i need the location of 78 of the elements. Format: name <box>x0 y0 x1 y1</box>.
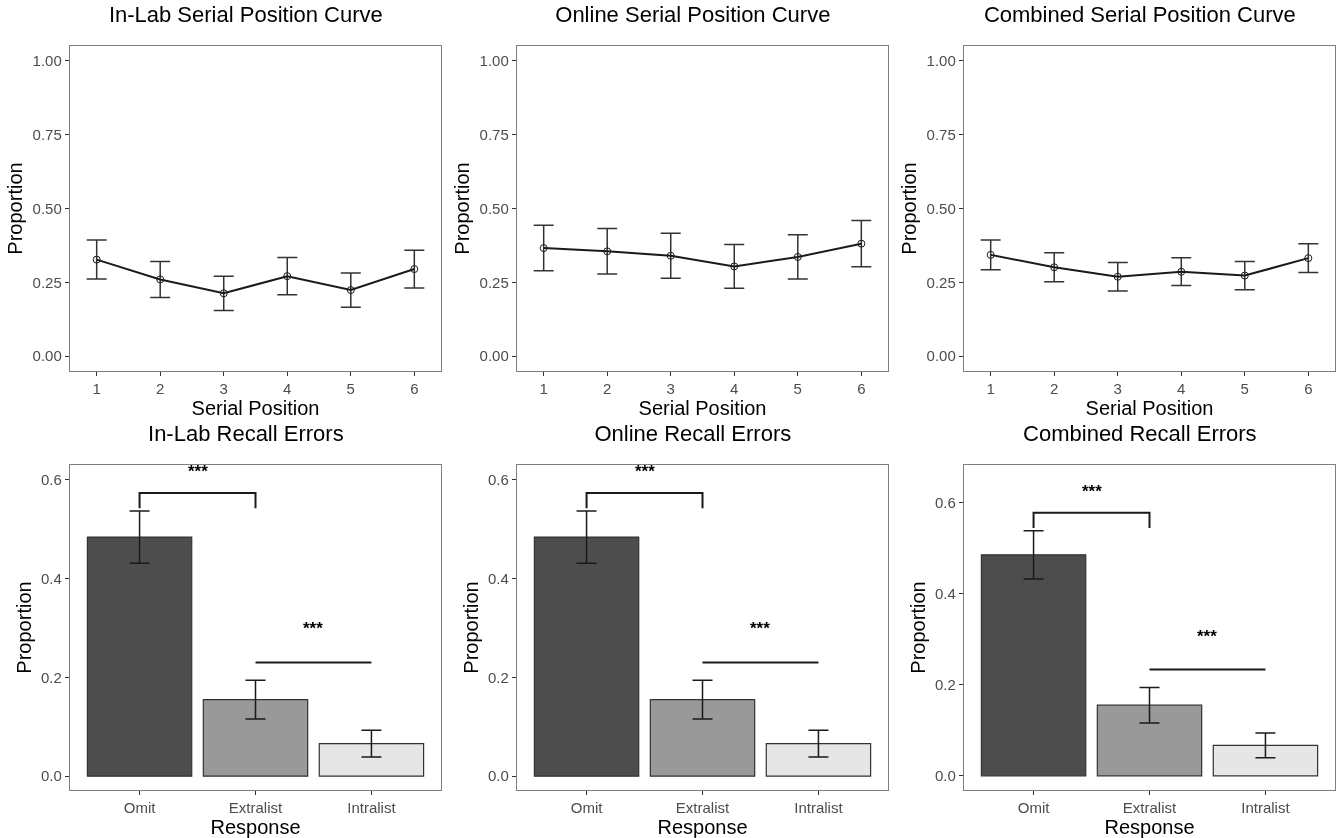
x-tick-label: 6 <box>410 380 419 398</box>
y-tick-label: 1.00 <box>926 52 956 70</box>
y-axis-title: Proportion <box>906 581 929 674</box>
x-tick-label: 1 <box>986 380 995 398</box>
y-axis-title: Proportion <box>12 581 35 674</box>
y-tick-label: 0.4 <box>934 584 956 602</box>
y-tick-label: 0.2 <box>934 675 956 693</box>
x-tick-label: 4 <box>283 380 292 398</box>
chart-title: Combined Serial Position Curve <box>983 1 1296 27</box>
y-tick-label: 0.25 <box>32 273 62 291</box>
x-tick-label: Omit <box>123 799 157 817</box>
y-tick-label: 0.75 <box>479 125 509 143</box>
x-axis-title: Response <box>657 816 748 838</box>
x-tick-label: Extralist <box>675 799 730 817</box>
x-tick-label: Intralist <box>347 799 397 817</box>
x-axis-title: Response <box>210 816 301 838</box>
chart-title: In-Lab Recall Errors <box>148 420 344 446</box>
x-tick-label: Intralist <box>1241 799 1291 817</box>
x-tick-label: 3 <box>1113 380 1122 398</box>
x-tick-label: 2 <box>603 380 612 398</box>
annotation: *** <box>750 619 771 638</box>
x-tick-label: 6 <box>857 380 866 398</box>
x-tick-label: 2 <box>1050 380 1059 398</box>
chart-title: In-Lab Serial Position Curve <box>108 1 383 27</box>
annotation: *** <box>1197 627 1218 646</box>
x-tick-label: 1 <box>539 380 548 398</box>
y-tick-label: 0.75 <box>926 125 956 143</box>
x-axis-title: Response <box>1104 816 1195 838</box>
y-tick-label: 0.6 <box>934 493 956 511</box>
y-tick-label: 0.0 <box>934 767 956 785</box>
y-tick-label: 0.2 <box>40 668 62 686</box>
y-tick-label: 0.4 <box>40 569 62 587</box>
y-tick-label: 0.50 <box>32 199 62 217</box>
chart-title: Online Recall Errors <box>594 420 792 446</box>
x-tick-label: Extralist <box>228 799 283 817</box>
y-tick-label: 0.25 <box>926 273 956 291</box>
x-tick-label: 1 <box>92 380 101 398</box>
y-tick-label: 0.2 <box>487 668 509 686</box>
y-axis-title: Proportion <box>898 162 921 255</box>
x-axis-title: Serial Position <box>638 397 767 419</box>
y-tick-label: 0.00 <box>926 347 956 365</box>
x-tick-label: 5 <box>793 380 802 398</box>
x-tick-label: 5 <box>1240 380 1249 398</box>
chart-title: Combined Recall Errors <box>1023 420 1257 446</box>
x-tick-label: Omit <box>1017 799 1051 817</box>
x-tick-label: Omit <box>570 799 604 817</box>
annotation: *** <box>635 462 656 481</box>
y-tick-label: 1.00 <box>32 52 62 70</box>
x-axis-title: Serial Position <box>1085 397 1214 419</box>
y-tick-label: 0.4 <box>487 569 509 587</box>
y-tick-label: 0.0 <box>487 767 509 785</box>
x-tick-label: 5 <box>346 380 355 398</box>
x-tick-label: Intralist <box>794 799 844 817</box>
y-tick-label: 0.50 <box>926 199 956 217</box>
x-axis-title: Serial Position <box>191 397 320 419</box>
y-tick-label: 0.25 <box>479 273 509 291</box>
y-tick-label: 0.00 <box>32 347 62 365</box>
annotation: *** <box>303 619 324 638</box>
y-axis-title: Proportion <box>4 162 27 255</box>
y-tick-label: 0.00 <box>479 347 509 365</box>
x-tick-label: 4 <box>1177 380 1186 398</box>
x-tick-label: 6 <box>1304 380 1313 398</box>
y-tick-label: 0.50 <box>479 199 509 217</box>
annotation: *** <box>188 462 209 481</box>
x-tick-label: 4 <box>730 380 739 398</box>
y-axis-title: Proportion <box>459 581 482 674</box>
y-tick-label: 0.6 <box>40 471 62 489</box>
x-tick-label: 2 <box>156 380 165 398</box>
y-tick-label: 1.00 <box>479 52 509 70</box>
x-tick-label: 3 <box>219 380 228 398</box>
y-tick-label: 0.0 <box>40 767 62 785</box>
y-axis-title: Proportion <box>451 162 474 255</box>
y-tick-label: 0.75 <box>32 125 62 143</box>
chart-title: Online Serial Position Curve <box>555 1 831 27</box>
y-tick-label: 0.6 <box>487 471 509 489</box>
annotation: *** <box>1082 482 1103 501</box>
x-tick-label: Extralist <box>1122 799 1177 817</box>
x-tick-label: 3 <box>666 380 675 398</box>
